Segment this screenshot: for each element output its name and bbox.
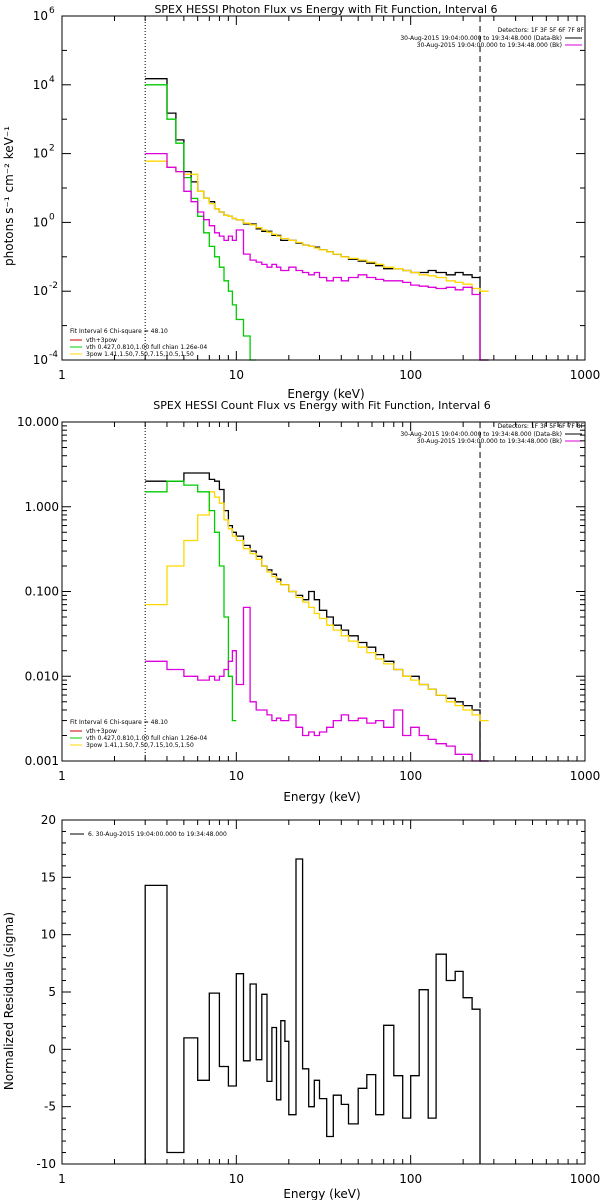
y-tick-label: 0.010 — [25, 669, 59, 683]
series-line-0 — [144, 858, 481, 1164]
series-line-0 — [145, 472, 489, 762]
legend-top-right: Detectors: 1F 3F 5F 6F 7F 8F 30-Aug-2015… — [400, 27, 584, 49]
x-tick-label: 1000 — [570, 368, 600, 382]
y-axis-label: photons s⁻¹ cm⁻² keV⁻¹ — [2, 126, 16, 266]
series-line-3 — [145, 606, 489, 762]
series-line-2 — [145, 84, 257, 361]
count-flux-chart: SPEX HESSI Count Flux vs Energy with Fit… — [17, 399, 600, 804]
x-tick-label: 1000 — [570, 1172, 600, 1186]
y-tick-exponent: 0 — [49, 212, 55, 222]
chart-title: SPEX HESSI Count Flux vs Energy with Fit… — [153, 399, 490, 412]
legend-bk: 30-Aug-2015 19:04:00.000 to 19:34:48.000… — [417, 438, 562, 445]
x-tick-label: 10 — [229, 769, 244, 783]
legend-bottom-left: Fit Interval 6 Chi-square = 48.10 vth+3p… — [70, 328, 207, 358]
photon-flux-chart: SPEX HESSI Photon Flux vs Energy with Fi… — [2, 3, 600, 401]
x-tick-label: 100 — [399, 769, 422, 783]
plot-frame — [61, 819, 586, 1165]
y-tick-label: 15 — [41, 870, 56, 884]
y-tick-label: 10 — [33, 215, 48, 229]
x-tick-label: 1000 — [570, 769, 600, 783]
y-tick-label: 10 — [33, 78, 48, 92]
y-tick-label: 0.100 — [25, 585, 59, 599]
plot-frame — [61, 15, 586, 361]
x-tick-label: 100 — [399, 368, 422, 382]
y-tick-label: 10 — [33, 9, 48, 23]
y-tick-label: 10 — [33, 147, 48, 161]
legend-total-model: vth+3pow — [86, 728, 117, 735]
legend-bk: 30-Aug-2015 19:04:00.000 to 19:34:48.000… — [417, 42, 562, 49]
x-tick-label: 100 — [399, 1172, 422, 1186]
legend-top-right: Detectors: 1F 3F 5F 6F 7F 8F 30-Aug-2015… — [400, 423, 584, 445]
legend-detectors: Detectors: 1F 3F 5F 6F 7F 8F — [498, 423, 585, 430]
series-line-1 — [145, 491, 489, 722]
legend-fit-interval: Fit Interval 6 Chi-square = 48.10 — [70, 328, 168, 335]
legend-3pow: 3pow 1.41,1.50,7.50,7.15,10.5,1.50 — [86, 742, 194, 749]
legend-data-bk: 30-Aug-2015 19:04:00.000 to 19:34:48.000… — [400, 431, 562, 438]
legend: 6. 30-Aug-2015 19:04:00.000 to 19:34:48.… — [70, 831, 227, 838]
series-line-0 — [145, 78, 489, 361]
y-tick-exponent: 4 — [49, 75, 55, 85]
x-tick-label: 1 — [58, 769, 66, 783]
y-tick-label: 10 — [33, 353, 48, 367]
x-axis-label: Energy (keV) — [283, 790, 360, 804]
y-tick-exponent: 6 — [49, 6, 55, 16]
legend-vth: vth 0.427,0.810,1.00 full chian 1.26e-04 — [86, 735, 207, 742]
y-tick-label: 10 — [33, 284, 48, 298]
series-line-1 — [145, 160, 489, 292]
legend-text: 6. 30-Aug-2015 19:04:00.000 to 19:34:48.… — [88, 831, 227, 838]
legend-detectors: Detectors: 1F 3F 5F 6F 7F 8F — [498, 27, 585, 34]
y-tick-label: 1.000 — [25, 500, 59, 514]
y-tick-exponent: -2 — [49, 281, 58, 291]
series-line-3 — [145, 152, 489, 361]
legend-total-model: vth+3pow — [86, 337, 117, 344]
series-line-2 — [145, 480, 237, 722]
y-tick-label: 0.001 — [25, 754, 59, 768]
residuals-chart: Energy (keV) Normalized Residuals (sigma… — [2, 813, 600, 1200]
x-axis-label: Energy (keV) — [283, 1187, 360, 1200]
y-tick-label: 5 — [48, 985, 56, 999]
legend-fit-interval: Fit Interval 6 Chi-square = 48.10 — [70, 719, 168, 726]
y-tick-label: 0 — [48, 1042, 56, 1056]
y-axis-label: Normalized Residuals (sigma) — [2, 912, 16, 1090]
plot-frame — [61, 421, 586, 762]
x-tick-label: 1 — [58, 1172, 66, 1186]
x-axis-label: Energy (keV) — [287, 387, 364, 401]
x-tick-label: 10 — [229, 1172, 244, 1186]
y-tick-label: -10 — [36, 1157, 56, 1171]
y-tick-label: 20 — [41, 813, 56, 827]
legend-3pow: 3pow 1.41,1.50,7.50,7.15,10.5,1.50 — [86, 351, 194, 358]
y-tick-label: -5 — [44, 1100, 56, 1114]
y-tick-label: 10.000 — [17, 415, 59, 429]
x-tick-label: 10 — [229, 368, 244, 382]
x-tick-label: 1 — [58, 368, 66, 382]
y-tick-exponent: 2 — [49, 144, 55, 154]
y-tick-label: 10 — [41, 928, 56, 942]
chart-title: SPEX HESSI Photon Flux vs Energy with Fi… — [154, 3, 497, 16]
legend-vth: vth 0.427,0.810,1.00 full chian 1.26e-04 — [86, 344, 207, 351]
legend-data-bk: 30-Aug-2015 19:04:00.000 to 19:34:48.000… — [400, 35, 562, 42]
legend-bottom-left: Fit Interval 6 Chi-square = 48.10 vth+3p… — [70, 719, 207, 749]
y-tick-exponent: -4 — [49, 350, 58, 360]
